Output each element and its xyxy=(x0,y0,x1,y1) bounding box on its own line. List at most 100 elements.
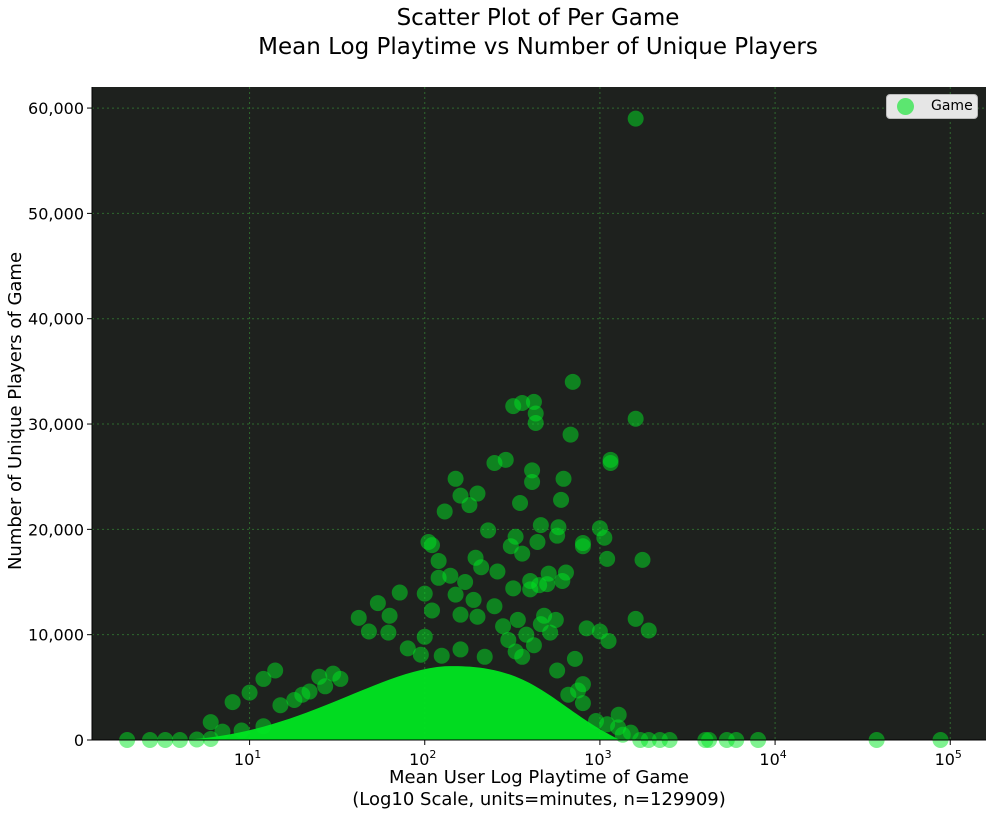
data-point xyxy=(512,495,529,512)
x-tick-label: 102 xyxy=(409,748,436,769)
data-point xyxy=(469,485,486,502)
data-point xyxy=(489,563,506,580)
data-point xyxy=(627,610,644,627)
data-point xyxy=(202,714,219,731)
data-point xyxy=(529,533,546,550)
data-point xyxy=(447,586,464,603)
data-point xyxy=(465,591,482,608)
data-point xyxy=(224,694,241,711)
data-point xyxy=(574,538,591,555)
data-point xyxy=(433,647,450,664)
y-tick-label: 30,000 xyxy=(28,415,84,434)
y-axis-label: Number of Unique Players of Game xyxy=(5,251,26,571)
data-point xyxy=(399,640,416,657)
data-point xyxy=(596,529,613,546)
x-tick-label: 103 xyxy=(584,748,611,769)
data-point xyxy=(452,641,469,658)
data-point xyxy=(578,620,595,637)
y-tick-label: 50,000 xyxy=(28,204,84,223)
data-point xyxy=(574,695,591,712)
dense-point-cloud xyxy=(179,666,620,740)
data-point xyxy=(505,398,522,415)
data-point xyxy=(610,706,627,723)
data-point xyxy=(317,678,334,695)
data-point xyxy=(588,713,605,730)
data-point xyxy=(188,731,205,748)
data-point xyxy=(566,650,583,667)
y-tick-label: 60,000 xyxy=(28,99,84,118)
data-point xyxy=(423,537,440,554)
data-point xyxy=(423,602,440,619)
data-point xyxy=(602,455,619,472)
data-point xyxy=(599,550,616,567)
data-point xyxy=(600,632,617,649)
data-point xyxy=(380,624,397,641)
data-point xyxy=(614,726,631,743)
data-point xyxy=(514,545,531,562)
data-point xyxy=(524,462,541,479)
data-point xyxy=(553,491,570,508)
data-point xyxy=(542,624,559,641)
data-point xyxy=(412,646,429,663)
data-point xyxy=(527,414,544,431)
data-point xyxy=(369,595,386,612)
data-point xyxy=(514,648,531,665)
data-point xyxy=(549,662,566,679)
y-tick-label: 40,000 xyxy=(28,310,84,329)
data-point xyxy=(241,684,258,701)
data-point xyxy=(480,522,497,539)
data-point xyxy=(286,691,303,708)
data-point xyxy=(502,538,519,555)
data-point xyxy=(332,670,349,687)
data-point xyxy=(461,497,478,514)
data-point xyxy=(505,580,522,597)
data-point xyxy=(381,607,398,624)
data-point xyxy=(391,584,408,601)
data-point xyxy=(564,373,581,390)
data-point xyxy=(255,718,272,735)
data-point xyxy=(547,611,564,628)
data-point xyxy=(549,527,566,544)
data-point xyxy=(457,574,474,591)
data-point xyxy=(430,569,447,586)
x-axis-label-line-2: (Log10 Scale, units=minutes, n=129909) xyxy=(352,789,726,810)
data-point xyxy=(509,611,526,628)
chart-title-line-2: Mean Log Playtime vs Number of Unique Pl… xyxy=(258,34,818,60)
data-point xyxy=(452,606,469,623)
data-point xyxy=(473,559,490,576)
x-tick-label: 104 xyxy=(759,748,786,769)
data-point xyxy=(416,628,433,645)
x-tick-label: 105 xyxy=(935,748,962,769)
data-point xyxy=(272,697,289,714)
data-point xyxy=(560,686,577,703)
data-point xyxy=(627,110,644,127)
data-point xyxy=(436,503,453,520)
data-point xyxy=(430,552,447,569)
legend-label: Game xyxy=(931,98,973,114)
data-point xyxy=(532,517,549,534)
data-point xyxy=(350,609,367,626)
chart-title-line-1: Scatter Plot of Per Game xyxy=(396,5,680,31)
y-tick-label: 10,000 xyxy=(28,626,84,645)
data-point xyxy=(233,722,250,739)
data-point xyxy=(555,470,572,487)
legend: Game xyxy=(886,94,978,119)
data-point xyxy=(255,670,272,687)
data-point xyxy=(360,623,377,640)
data-point xyxy=(416,585,433,602)
data-point xyxy=(495,618,512,635)
data-point xyxy=(627,410,644,427)
data-point xyxy=(522,581,539,598)
data-point xyxy=(469,608,486,625)
data-point xyxy=(640,622,657,639)
data-point xyxy=(554,572,571,589)
data-point xyxy=(524,473,541,490)
x-axis-label-line-1: Mean User Log Playtime of Game xyxy=(389,767,689,788)
data-point xyxy=(634,551,651,568)
data-point xyxy=(486,455,503,472)
data-point xyxy=(562,426,579,443)
data-point xyxy=(267,662,284,679)
data-point xyxy=(202,730,219,747)
y-tick-label: 0 xyxy=(74,731,84,750)
